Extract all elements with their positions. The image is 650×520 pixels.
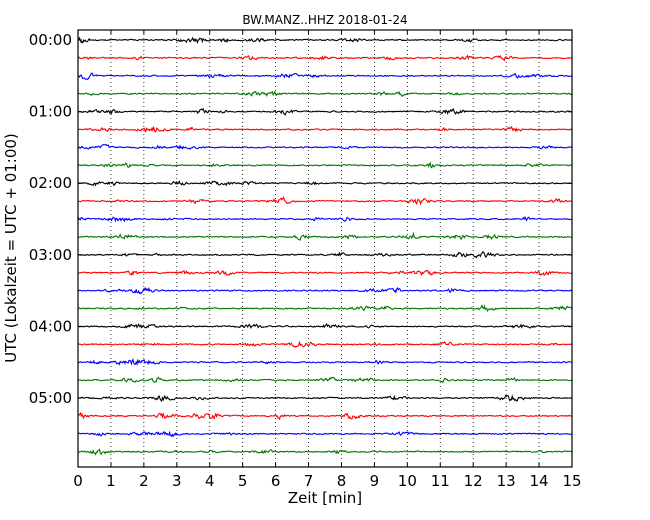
trace-0330 (77, 286, 573, 295)
trace-0500 (77, 394, 573, 403)
x-tick-label-12: 12 (464, 472, 483, 490)
y-tick-label-0500: 05:00 (29, 389, 72, 407)
trace-0430 (77, 358, 573, 366)
trace-0030 (77, 72, 573, 81)
trace-0415 (77, 340, 573, 348)
x-tick-label-4: 4 (205, 472, 215, 490)
trace-0345 (77, 304, 573, 313)
x-tick-label-3: 3 (172, 472, 182, 490)
y-axis-ticks: 00:00 01:00 02:00 03:00 04:00 05:00 (29, 31, 572, 407)
trace-layer (77, 36, 573, 456)
x-axis-label: Zeit [min] (288, 489, 362, 507)
trace-0100 (77, 107, 573, 116)
x-tick-label-14: 14 (530, 472, 549, 490)
trace-0200 (77, 179, 573, 187)
x-axis-ticks: 0 1 2 3 4 5 6 7 8 9 10 11 12 13 14 15 (73, 30, 582, 490)
trace-0530 (77, 430, 573, 438)
trace-0300 (77, 251, 573, 259)
x-tick-label-5: 5 (238, 472, 248, 490)
y-tick-label-0200: 02:00 (29, 174, 72, 192)
y-tick-label-0300: 03:00 (29, 246, 72, 264)
y-axis-label: UTC (Lokalzeit = UTC + 01:00) (2, 133, 20, 363)
trace-0115 (77, 125, 573, 134)
x-tick-label-9: 9 (370, 472, 380, 490)
trace-0130 (77, 143, 573, 150)
trace-0400 (77, 322, 573, 329)
x-tick-label-15: 15 (562, 472, 581, 490)
chart-title: BW.MANZ..HHZ 2018-01-24 (242, 13, 407, 27)
trace-0245 (77, 231, 573, 241)
plot-frame (77, 29, 573, 468)
trace-0230 (77, 215, 573, 223)
trace-0315 (77, 269, 573, 277)
x-tick-label-1: 1 (106, 472, 116, 490)
y-tick-label-0400: 04:00 (29, 317, 72, 335)
y-tick-label-0000: 00:00 (29, 31, 72, 49)
x-tick-label-6: 6 (271, 472, 281, 490)
trace-0045 (77, 90, 573, 98)
trace-0215 (77, 195, 573, 206)
trace-0545 (77, 448, 573, 456)
y-tick-label-0100: 01:00 (29, 103, 72, 121)
trace-0145 (77, 161, 573, 169)
x-tick-label-10: 10 (398, 472, 417, 490)
x-tick-label-0: 0 (73, 472, 83, 490)
x-tick-label-7: 7 (304, 472, 314, 490)
trace-0000 (77, 36, 573, 45)
x-tick-label-8: 8 (337, 472, 347, 490)
x-tick-label-13: 13 (497, 472, 516, 490)
trace-0515 (77, 411, 573, 421)
grid-layer (110, 30, 540, 467)
trace-0015 (77, 54, 573, 62)
x-tick-label-2: 2 (139, 472, 149, 490)
x-tick-label-11: 11 (431, 472, 450, 490)
trace-0445 (77, 376, 573, 384)
